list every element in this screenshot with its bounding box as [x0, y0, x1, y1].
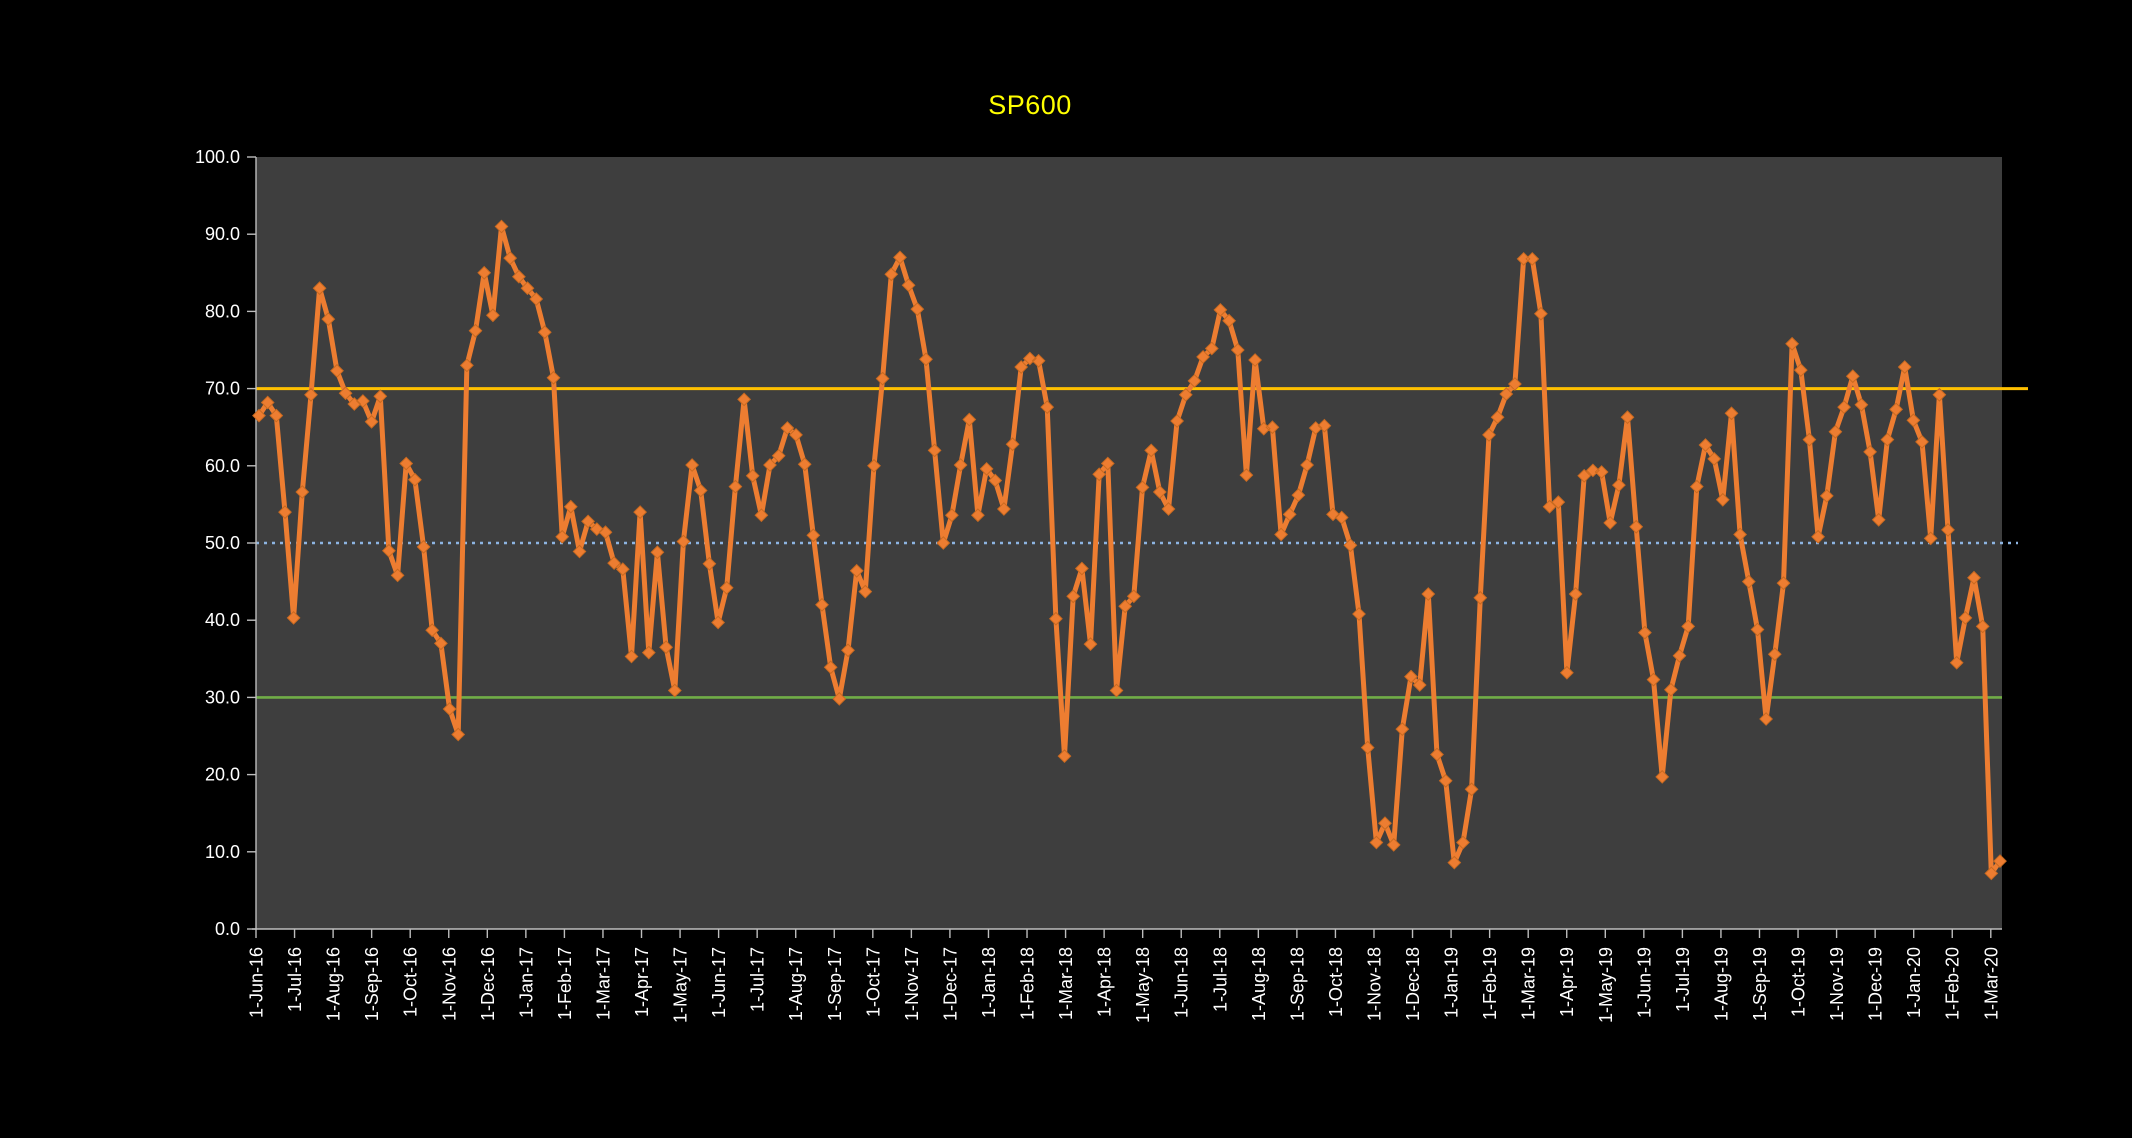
x-axis-label: 1-Jul-16 — [285, 947, 305, 1012]
y-axis-label: 60.0 — [205, 456, 240, 476]
x-axis-label: 1-Aug-19 — [1711, 947, 1731, 1021]
x-axis-label: 1-Dec-17 — [940, 947, 960, 1021]
x-axis-label: 1-Mar-19 — [1519, 947, 1539, 1020]
y-axis-label: 70.0 — [205, 379, 240, 399]
x-axis-label: 1-May-19 — [1596, 947, 1616, 1023]
x-axis-label: 1-Mar-17 — [593, 947, 613, 1020]
x-axis-label: 1-Dec-19 — [1866, 947, 1886, 1021]
x-axis-label: 1-Sep-19 — [1750, 947, 1770, 1021]
series-markers — [252, 219, 2007, 881]
x-axis-label: 1-Feb-18 — [1018, 947, 1038, 1020]
x-axis-label: 1-Jul-19 — [1673, 947, 1693, 1012]
x-axis-label: 1-Sep-17 — [825, 947, 845, 1021]
x-axis-label: 1-Jul-17 — [748, 947, 768, 1012]
x-axis-label: 1-Jan-20 — [1904, 947, 1924, 1018]
x-axis-label: 1-Apr-17 — [632, 947, 652, 1017]
x-axis-label: 1-Feb-20 — [1943, 947, 1963, 1020]
x-axis-label: 1-Jun-19 — [1634, 947, 1654, 1018]
x-axis-label: 1-Mar-18 — [1056, 947, 1076, 1020]
x-axis-label: 1-Dec-18 — [1403, 947, 1423, 1021]
x-axis-label: 1-Nov-18 — [1364, 947, 1384, 1021]
x-axis-label: 1-Oct-17 — [863, 947, 883, 1017]
y-axis-label: 80.0 — [205, 301, 240, 321]
x-axis-label: 1-Aug-18 — [1249, 947, 1269, 1021]
x-axis-label: 1-Jan-17 — [516, 947, 536, 1018]
x-axis-label: 1-Jan-19 — [1442, 947, 1462, 1018]
x-axis-label: 1-Feb-17 — [555, 947, 575, 1020]
y-axis-label: 20.0 — [205, 765, 240, 785]
x-axis-label: 1-Jan-18 — [979, 947, 999, 1018]
x-axis-label: 1-Oct-19 — [1789, 947, 1809, 1017]
x-axis-label: 1-May-18 — [1133, 947, 1153, 1023]
x-axis-label: 1-Jul-18 — [1210, 947, 1230, 1012]
x-axis-label: 1-Oct-18 — [1326, 947, 1346, 1017]
x-axis-label: 1-Jun-16 — [247, 947, 267, 1018]
y-axis-label: 10.0 — [205, 842, 240, 862]
x-axis-label: 1-Jun-17 — [709, 947, 729, 1018]
y-axis-label: 50.0 — [205, 533, 240, 553]
y-axis-label: 30.0 — [205, 687, 240, 707]
x-axis-label: 1-Apr-18 — [1095, 947, 1115, 1017]
x-axis-label: 1-May-17 — [671, 947, 691, 1023]
y-axis-label: 100.0 — [195, 147, 240, 167]
chart-title: SP600 — [988, 90, 1072, 120]
x-axis-label: 1-Mar-20 — [1981, 947, 2001, 1020]
y-axis-label: 40.0 — [205, 610, 240, 630]
x-axis-label: 1-Nov-16 — [439, 947, 459, 1021]
x-axis-label: 1-Dec-16 — [478, 947, 498, 1021]
x-axis-label: 1-Feb-19 — [1480, 947, 1500, 1020]
x-axis-label: 1-Sep-16 — [362, 947, 382, 1021]
x-axis-label: 1-Sep-18 — [1287, 947, 1307, 1021]
x-axis-label: 1-Nov-17 — [902, 947, 922, 1021]
x-axis-label: 1-Jun-18 — [1172, 947, 1192, 1018]
series-line — [256, 224, 2003, 876]
x-axis-label: 1-Nov-19 — [1827, 947, 1847, 1021]
y-axis-label: 90.0 — [205, 224, 240, 244]
y-axis-label: 0.0 — [215, 919, 240, 939]
x-axis-label: 1-Aug-17 — [786, 947, 806, 1021]
x-axis-label: 1-Aug-16 — [324, 947, 344, 1021]
x-axis-label: 1-Apr-19 — [1557, 947, 1577, 1017]
x-axis-label: 1-Oct-16 — [401, 947, 421, 1017]
